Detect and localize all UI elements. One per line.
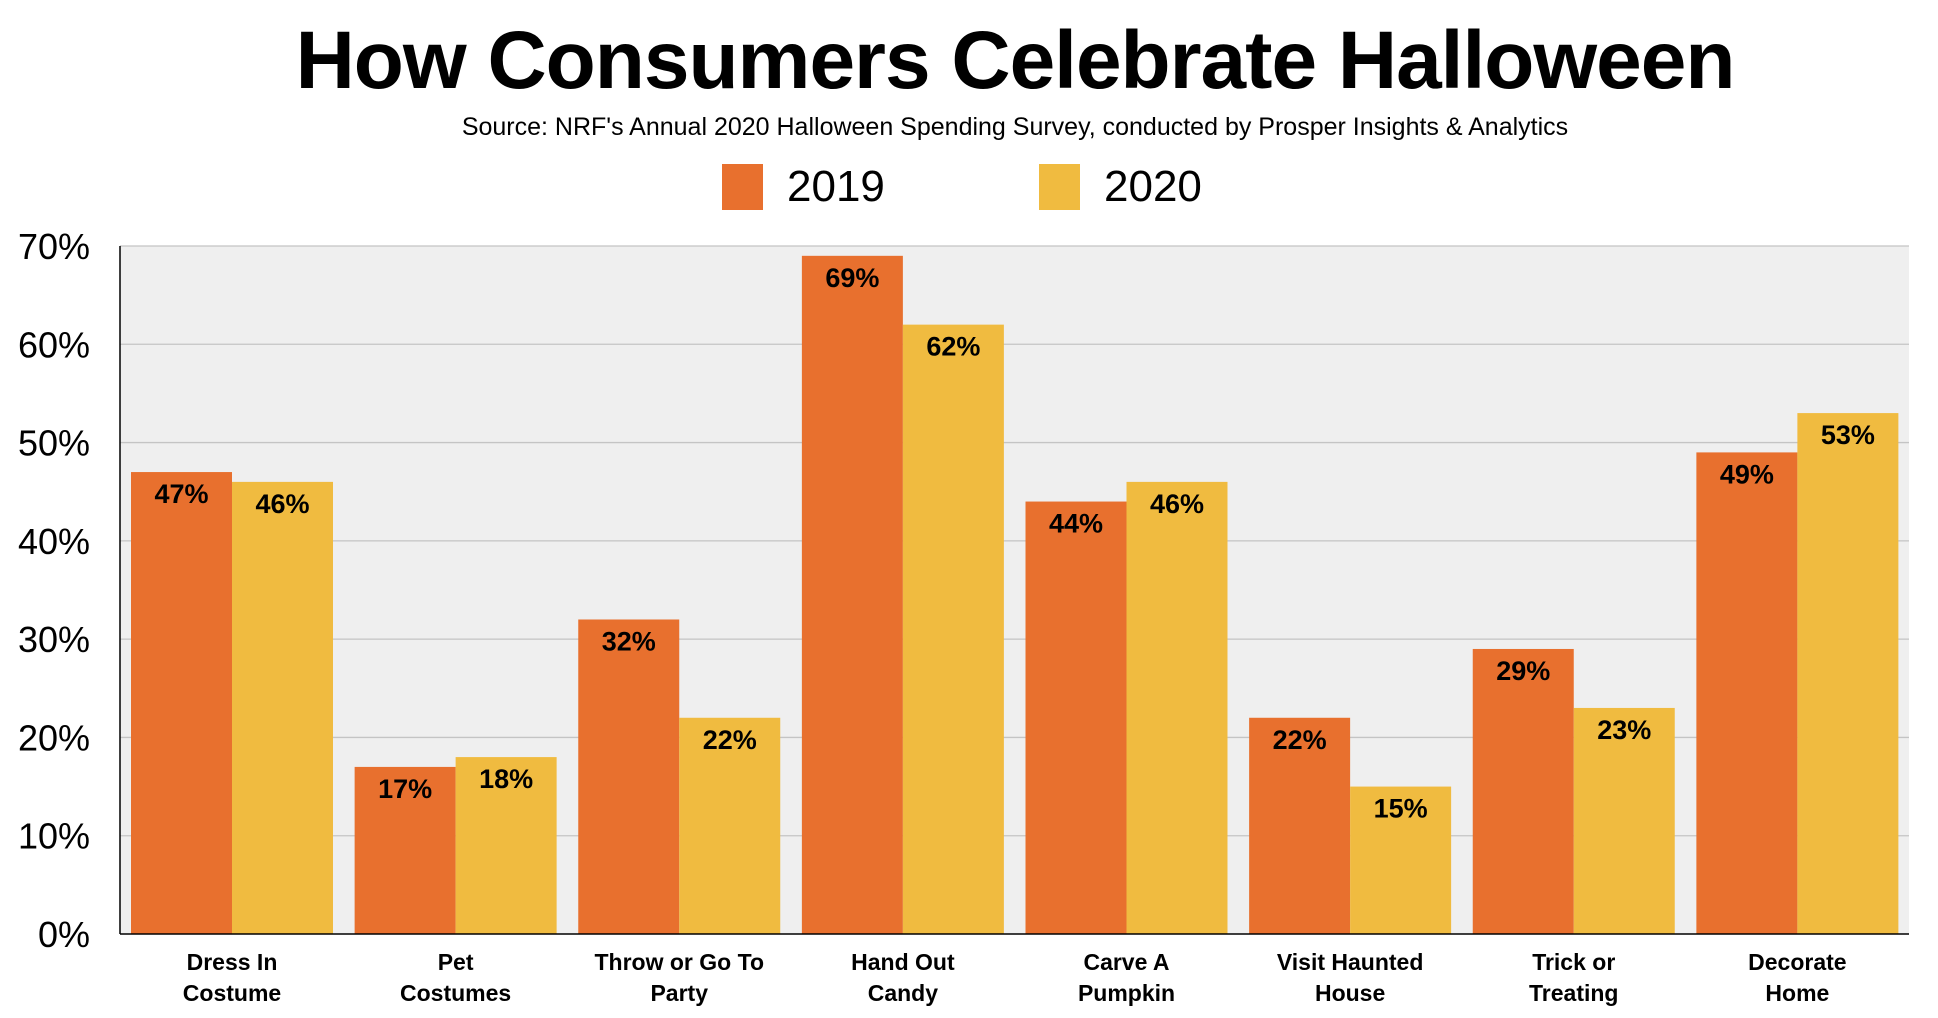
bar-2019: [1472, 648, 1574, 934]
bar-2019: [1025, 501, 1127, 934]
x-tick-label: Throw or Go To Party: [595, 949, 765, 1006]
data-label: 17%: [378, 774, 432, 804]
data-label: 44%: [1049, 509, 1103, 539]
bar-2019: [354, 766, 456, 934]
data-label: 15%: [1374, 794, 1428, 824]
data-label: 46%: [1150, 489, 1204, 519]
bar-2019: [1696, 452, 1798, 934]
bar-2020: [1126, 481, 1228, 934]
bar-2020: [902, 324, 1004, 935]
bar-2019: [1249, 717, 1351, 934]
bar-2020: [1573, 707, 1675, 934]
y-tick-label: 70%: [18, 226, 90, 267]
x-tick-label: Carve A Pumpkin: [1078, 949, 1175, 1006]
legend-swatch-2020: [1039, 164, 1080, 210]
legend-swatch-2019: [722, 164, 763, 210]
bar-2020: [679, 717, 781, 934]
bar-2020: [1350, 786, 1452, 934]
bar-2020: [232, 481, 333, 934]
x-tick-label: Visit Haunted House: [1277, 949, 1424, 1006]
chart-subtitle: Source: NRF's Annual 2020 Halloween Spen…: [461, 113, 1569, 141]
data-label: 29%: [1496, 656, 1550, 686]
bar-2019: [801, 255, 903, 935]
data-label: 18%: [479, 764, 533, 794]
data-label: 69%: [825, 263, 879, 293]
x-tick-label: Pet Costumes: [400, 949, 511, 1006]
y-tick-label: 0%: [38, 914, 90, 955]
x-tick-label: Decorate Home: [1748, 949, 1846, 1006]
bar-2020: [455, 757, 557, 934]
data-label: 49%: [1720, 459, 1774, 489]
data-label: 22%: [1273, 725, 1327, 755]
y-tick-label: 40%: [18, 521, 90, 562]
legend-label-2020: 2020: [1104, 162, 1202, 211]
y-tick-label: 20%: [18, 717, 90, 758]
legend-label-2019: 2019: [787, 162, 885, 211]
bar-2019: [131, 472, 232, 934]
bar-2019: [578, 619, 680, 934]
bar-2020: [1797, 413, 1899, 935]
y-tick-label: 10%: [18, 816, 90, 857]
data-label: 23%: [1597, 715, 1651, 745]
x-tick-label: Dress In Costume: [183, 949, 281, 1006]
data-label: 53%: [1821, 420, 1875, 450]
y-tick-label: 30%: [18, 619, 90, 660]
x-tick-label: Hand Out Candy: [851, 949, 955, 1006]
chart-title: How Consumers Celebrate Halloween: [295, 15, 1736, 106]
legend-item-2019: 2019: [722, 162, 885, 211]
data-label: 22%: [703, 725, 757, 755]
y-tick-label: 60%: [18, 324, 90, 365]
y-tick-label: 50%: [18, 423, 90, 464]
data-label: 32%: [602, 626, 656, 656]
x-tick-label: Trick or Treating: [1529, 949, 1618, 1006]
legend-item-2020: 2020: [1039, 162, 1202, 211]
data-label: 46%: [255, 489, 309, 519]
data-label: 62%: [926, 332, 980, 362]
data-label: 47%: [154, 479, 208, 509]
